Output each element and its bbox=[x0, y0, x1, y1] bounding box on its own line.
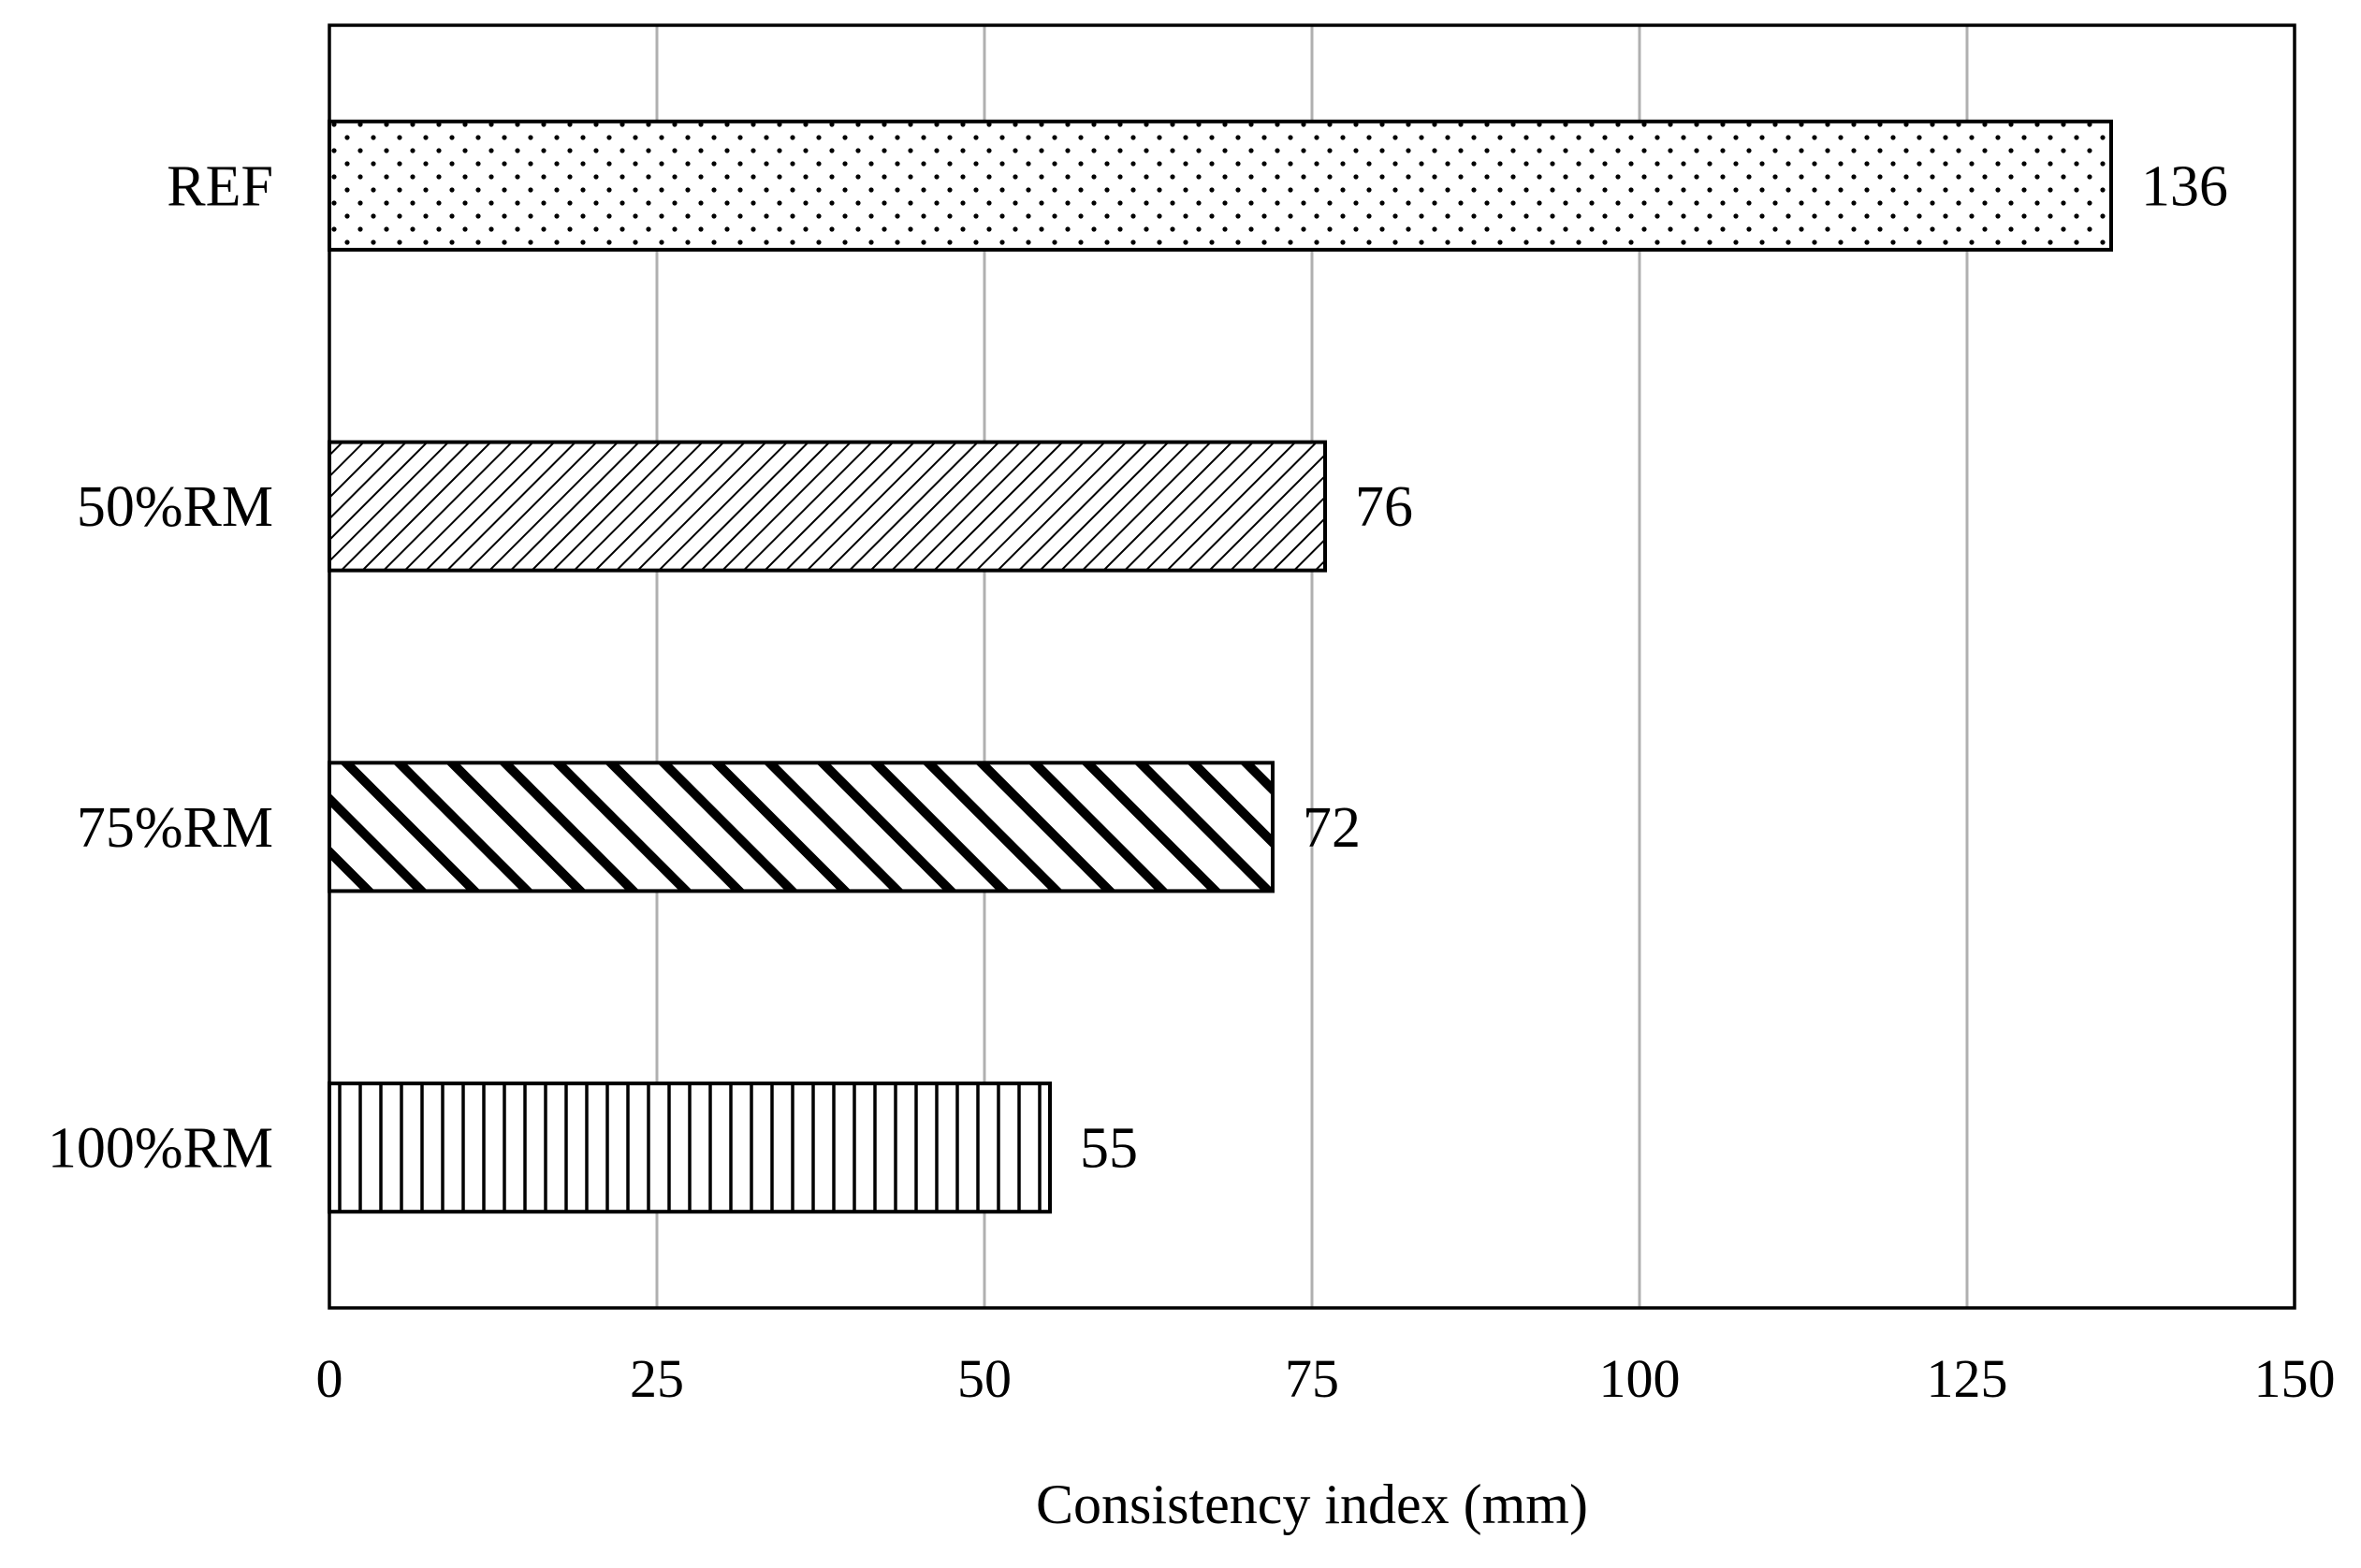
plot-area-border bbox=[328, 23, 2296, 1310]
bar-75pct-rm bbox=[328, 761, 1275, 893]
bar-100pct-rm bbox=[328, 1082, 1052, 1214]
category-label: 100%RM bbox=[48, 1117, 273, 1181]
data-label: 55 bbox=[1080, 1117, 1138, 1181]
bar-ref bbox=[328, 119, 2113, 252]
bar-50pct-rm bbox=[328, 440, 1327, 573]
data-label: 76 bbox=[1355, 475, 1413, 539]
x-tick-label: 0 bbox=[316, 1348, 343, 1409]
x-axis-ticks: 0 25 50 75 100 125 150 bbox=[316, 1348, 2336, 1409]
data-labels: 136 76 72 55 bbox=[1080, 154, 2228, 1180]
category-label: 50%RM bbox=[77, 475, 273, 539]
x-tick-label: 150 bbox=[2254, 1348, 2336, 1409]
y-axis-categories: REF 50%RM 75%RM 100%RM bbox=[48, 154, 273, 1180]
x-axis-title: Consistency index (mm) bbox=[1036, 1474, 1588, 1535]
data-label: 136 bbox=[2141, 154, 2228, 218]
category-label: 75%RM bbox=[77, 796, 273, 860]
category-label: REF bbox=[167, 154, 273, 218]
bars bbox=[328, 119, 2113, 1214]
data-label: 72 bbox=[1303, 796, 1361, 860]
x-tick-label: 100 bbox=[1599, 1348, 1681, 1409]
x-tick-label: 125 bbox=[1927, 1348, 2008, 1409]
x-tick-label: 25 bbox=[630, 1348, 684, 1409]
x-tick-label: 50 bbox=[957, 1348, 1012, 1409]
x-tick-label: 75 bbox=[1285, 1348, 1339, 1409]
